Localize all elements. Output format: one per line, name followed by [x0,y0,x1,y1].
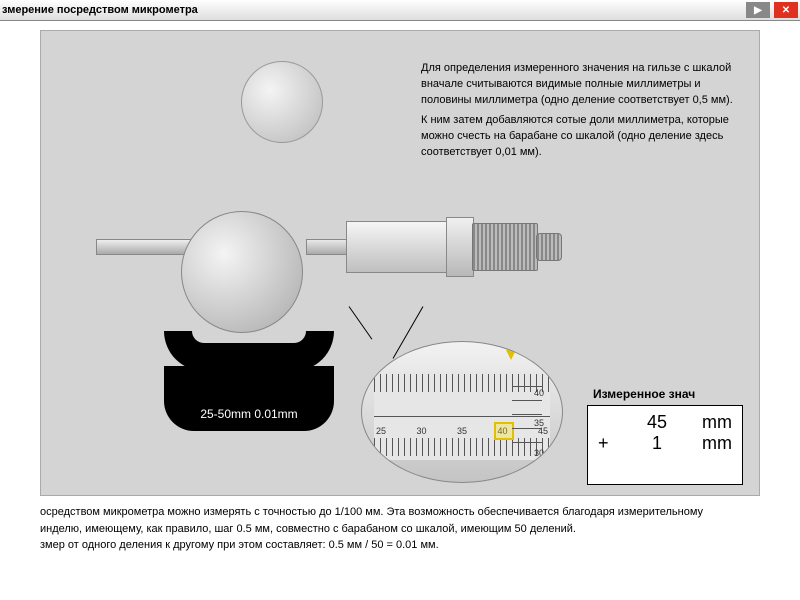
frame-arc [164,331,334,371]
thimble-part [446,217,474,277]
drum-number: 35 [534,418,544,428]
callout-line [349,306,373,339]
footer-text: осредством микрометра можно измерять с т… [40,504,760,554]
anvil-part [181,211,303,333]
reading-highlight [494,422,514,440]
title-bar: змерение посредством микрометра ▶ ✕ [0,0,800,21]
result-row: + 1 mm [598,433,732,454]
ratchet-part [536,233,562,261]
scale-zoom-view: 25 30 35 40 45 40 35 30 [361,341,563,483]
thimble-drum-scale: 40 35 30 [512,386,542,446]
result-row: 45 mm [598,412,732,433]
micrometer-diagram: 25-50mm 0.01mm [96,211,576,306]
footer-line: змер от одного деления к другому при это… [40,537,760,554]
device-range-label: 25-50mm 0.01mm [200,407,297,421]
frame-label-plate: 25-50mm 0.01mm [164,366,334,431]
scale-body-part [346,221,448,273]
knurl-grip [472,223,538,271]
window-controls: ▶ ✕ [746,2,798,18]
window-title: змерение посредством микрометра [2,4,198,16]
result-value: 1 [612,433,702,454]
desc-line: К ним затем добавляются сотые доли милли… [421,113,741,161]
app-window: змерение посредством микрометра ▶ ✕ Для … [0,0,800,600]
diagram-stage: Для определения измеренного значения на … [40,30,760,496]
close-button[interactable]: ✕ [774,2,798,18]
desc-line: Для определения измеренного значения на … [421,61,741,109]
result-value: 45 [612,412,702,433]
result-heading: Измеренное знач [593,387,695,401]
coin-icon [241,61,323,143]
scale-number: 30 [416,426,426,436]
spindle-part [306,239,348,255]
result-unit: mm [702,433,732,454]
description-text: Для определения измеренного значения на … [421,61,741,161]
footer-line: осредством микрометра можно измерять с т… [40,504,760,521]
scale-number: 35 [457,426,467,436]
zoom-scale: 25 30 35 40 45 40 35 30 [374,372,550,460]
result-unit: mm [702,412,732,433]
drum-number: 30 [534,448,544,458]
index-pointer-icon [506,350,516,360]
drum-number: 40 [534,388,544,398]
result-prefix: + [598,433,612,454]
result-prefix [598,412,612,433]
result-box: 45 mm + 1 mm [587,405,743,485]
next-button[interactable]: ▶ [746,2,770,18]
scale-number: 25 [376,426,386,436]
footer-line: инделю, имеющему, как правило, шаг 0.5 м… [40,521,760,538]
